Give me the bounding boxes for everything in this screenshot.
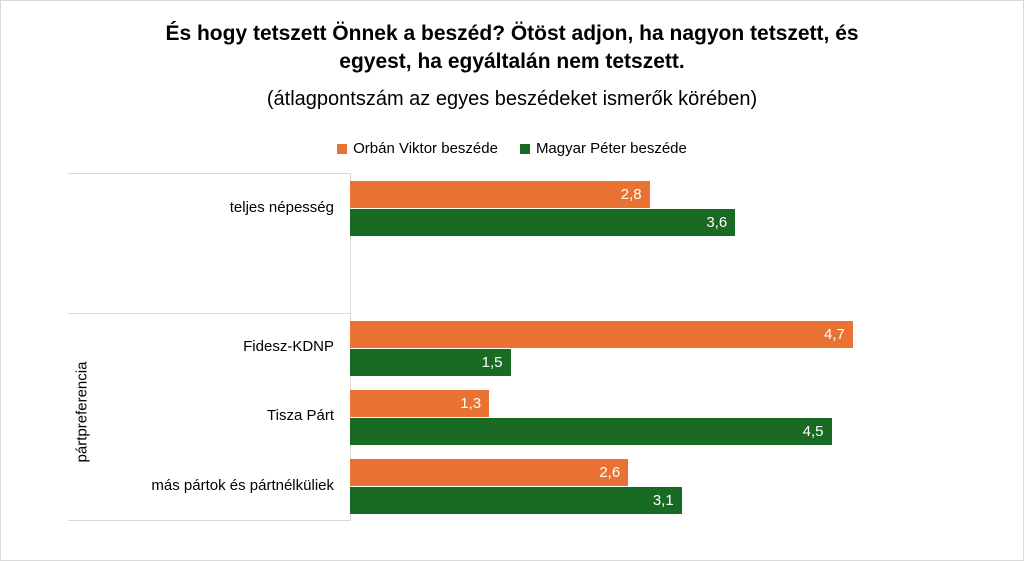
bar-magyar-2 — [350, 418, 832, 445]
category-label: más pártok és pártnélküliek — [151, 477, 334, 494]
data-label: 1,5 — [481, 354, 503, 371]
axis-group-divider — [68, 313, 350, 314]
bar-orban-1 — [350, 321, 853, 348]
chart-title-line-2: egyest, ha egyáltalán nem tetszett. — [339, 50, 685, 73]
data-label: 4,5 — [802, 423, 824, 440]
group-label: pártpreferencia — [73, 361, 91, 463]
category-label: Tisza Párt — [267, 407, 334, 424]
bar-magyar-3 — [350, 487, 682, 514]
data-label: 2,6 — [599, 464, 621, 481]
legend-label-magyar: Magyar Péter beszéde — [535, 140, 687, 157]
bar-magyar-1 — [350, 349, 511, 376]
bar-magyar-0 — [350, 209, 736, 236]
bar-orban-0 — [350, 181, 650, 208]
bar-orban-2 — [350, 390, 490, 417]
legend-item-orban: Orbán Viktor beszéde — [337, 140, 498, 157]
category-label: teljes népesség — [229, 199, 334, 216]
category-label: Fidesz-KDNP — [243, 338, 334, 355]
chart-subtitle: (átlagpontszám az egyes beszédeket ismer… — [266, 88, 758, 110]
data-label: 3,6 — [706, 214, 728, 231]
data-label: 3,1 — [652, 492, 674, 509]
bar-orban-3 — [350, 459, 629, 486]
data-label: 4,7 — [824, 326, 845, 343]
chart-title-line-1: És hogy tetszett Önnek a beszéd? Ötöst a… — [165, 22, 859, 45]
legend-swatch-magyar — [519, 143, 530, 154]
data-label: 1,3 — [460, 395, 482, 412]
legend-item-magyar: Magyar Péter beszéde — [519, 140, 687, 157]
legend-swatch-orban — [337, 143, 348, 154]
axis-line-bottom — [68, 520, 350, 521]
legend: Orbán Viktor beszéde Magyar Péter beszéd… — [0, 140, 1024, 157]
axis-line-top — [68, 173, 350, 174]
legend-label-orban: Orbán Viktor beszéde — [353, 140, 498, 157]
data-label: 2,8 — [620, 186, 642, 203]
